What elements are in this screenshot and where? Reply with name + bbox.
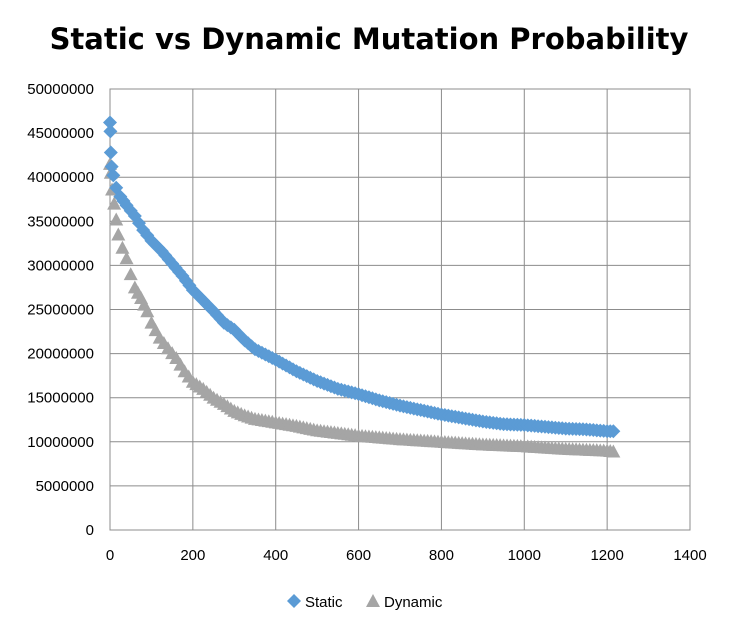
x-tick-label: 0 [106,547,114,564]
y-tick-label: 50000000 [27,81,94,98]
x-tick-label: 800 [429,547,454,564]
legend-marker-static [287,594,301,608]
y-tick-label: 30000000 [27,257,94,274]
y-tick-label: 5000000 [36,478,94,495]
legend-label-dynamic: Dynamic [384,594,443,611]
y-tick-label: 20000000 [27,346,94,363]
y-tick-label: 25000000 [27,302,94,319]
x-tick-label: 200 [180,547,205,564]
chart-title: Static vs Dynamic Mutation Probability [50,22,689,56]
y-tick-label: 10000000 [27,434,94,451]
legend-label-static: Static [305,594,343,611]
data-point [606,424,621,439]
y-tick-label: 0 [86,522,94,539]
data-point [109,212,124,226]
x-tick-label: 400 [263,547,288,564]
data-point [140,304,155,318]
data-point [119,251,134,265]
legend-marker-dynamic [366,594,380,607]
legend-item-dynamic: Dynamic [366,594,443,611]
x-tick-label: 1400 [673,547,706,564]
data-point [103,115,117,130]
legend: Static Dynamic [287,594,443,611]
data-point [115,240,130,254]
y-tick-label: 45000000 [27,125,94,142]
data-point [103,124,118,139]
x-tick-label: 600 [346,547,371,564]
series-dynamic [103,156,621,458]
data-point [107,196,122,210]
data-point [123,267,138,281]
data-point [606,444,621,458]
x-tick-label: 1200 [590,547,623,564]
axis-tick-labels: 0 5000000 10000000 15000000 20000000 25000000… [27,81,706,564]
plot-frame [109,88,691,531]
grid [109,88,691,531]
data-point [104,159,119,174]
legend-item-static: Static [287,594,343,611]
y-tick-label: 35000000 [27,213,94,230]
x-tick-label: 1000 [508,547,541,564]
series-static [103,115,621,439]
plot-area [103,115,621,458]
data-point [106,168,121,183]
data-point [103,145,118,160]
data-point [111,227,126,241]
y-tick-label: 40000000 [27,169,94,186]
y-tick-label: 15000000 [27,390,94,407]
